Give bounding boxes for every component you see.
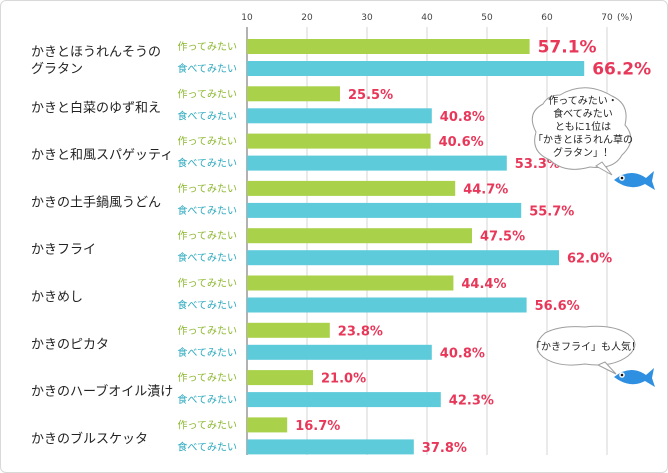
bar-make xyxy=(247,39,530,54)
series-label: 作ってみたい xyxy=(178,88,238,100)
bar-eat xyxy=(247,202,522,218)
series-label: 食べてみたい xyxy=(177,251,237,264)
series-label: 作ってみたい xyxy=(178,278,238,290)
value-label: 21.0% xyxy=(321,372,366,387)
value-label: 55.7% xyxy=(529,204,574,219)
fish-icon xyxy=(614,171,655,190)
x-unit-label: (%) xyxy=(617,13,633,23)
category-label: グラタン xyxy=(31,62,83,77)
annotation-text: 作ってみたい・ xyxy=(548,95,618,107)
series-label: 食べてみたい xyxy=(177,109,237,122)
category-label: かきフライ xyxy=(31,243,96,258)
category-label: かきのブルスケッタ xyxy=(31,431,148,447)
category-label: かきと白菜のゆず和え xyxy=(31,100,161,116)
value-label: 40.8% xyxy=(440,346,485,361)
value-label: 44.7% xyxy=(463,182,508,197)
category-label: かきとほうれんそうの xyxy=(31,45,161,60)
bar-make xyxy=(247,133,431,149)
category-label: かきのピカタ xyxy=(31,337,109,352)
value-label: 44.4% xyxy=(461,277,506,292)
speech-bubble xyxy=(536,325,636,366)
series-label: 作ってみたい xyxy=(178,136,238,148)
category-label: かきめし xyxy=(31,290,83,305)
x-tick-label: 70 xyxy=(601,13,613,23)
bar-make xyxy=(247,275,454,291)
value-label: 23.8% xyxy=(338,324,383,339)
series-label: 食べてみたい xyxy=(177,204,237,217)
series-label: 食べてみたい xyxy=(177,157,237,170)
bar-eat xyxy=(247,344,432,360)
annotation-text: グラタン」！ xyxy=(553,146,613,159)
bar-eat xyxy=(247,250,559,266)
category-label: かきの土手鍋風うどん xyxy=(31,194,161,210)
series-label: 作ってみたい xyxy=(178,41,238,53)
value-label: 62.0% xyxy=(567,252,612,267)
value-label: 40.6% xyxy=(439,135,484,150)
bar-make xyxy=(247,228,472,244)
x-tick-label: 20 xyxy=(301,13,313,23)
annotation-text: 「かきとほうれん草の xyxy=(533,134,633,146)
category-label: かきのハーブオイル漬け xyxy=(31,384,173,400)
x-tick-label: 60 xyxy=(541,13,553,23)
speech-bubble-tail xyxy=(596,361,617,375)
bar-eat xyxy=(247,155,507,171)
annotation-text: ともに1位は xyxy=(555,120,611,133)
value-label: 66.2% xyxy=(592,60,651,80)
bar-make xyxy=(247,370,313,386)
fish-pupil xyxy=(620,176,624,180)
annotation-text: 「かきフライ」も人気！ xyxy=(531,340,641,353)
x-tick-label: 50 xyxy=(481,13,493,23)
value-label: 57.1% xyxy=(538,38,597,58)
annotation-text: 食べてみたい xyxy=(553,107,613,120)
series-label: 食べてみたい xyxy=(177,440,237,453)
series-label: 作ってみたい xyxy=(178,230,238,242)
series-label: 食べてみたい xyxy=(177,62,237,75)
value-label: 42.3% xyxy=(449,394,494,409)
series-label: 作ってみたい xyxy=(178,419,238,431)
x-tick-label: 10 xyxy=(241,13,253,23)
fish-pupil xyxy=(620,373,624,377)
bar-make xyxy=(247,180,456,196)
series-label: 食べてみたい xyxy=(177,393,237,406)
bar-eat xyxy=(247,392,441,408)
bar-make xyxy=(247,322,330,338)
bar-eat xyxy=(247,61,585,76)
fish-icon xyxy=(614,368,655,387)
bar-eat xyxy=(247,297,527,313)
bar-eat xyxy=(247,439,414,455)
value-label: 53.3% xyxy=(515,157,560,172)
value-label: 16.7% xyxy=(295,419,340,434)
bar-eat xyxy=(247,108,432,124)
x-tick-label: 40 xyxy=(421,13,433,23)
value-label: 25.5% xyxy=(348,88,393,103)
speech-bubble xyxy=(531,87,632,170)
series-label: 食べてみたい xyxy=(177,346,237,359)
value-label: 56.6% xyxy=(535,299,580,314)
value-label: 47.5% xyxy=(480,230,525,245)
bar-make xyxy=(247,86,340,102)
series-label: 作ってみたい xyxy=(178,325,238,337)
speech-bubble-tail xyxy=(595,161,613,176)
category-label: かきと和風スパゲッティ xyxy=(31,148,173,163)
value-label: 40.8% xyxy=(440,110,485,125)
series-label: 食べてみたい xyxy=(177,299,237,312)
series-label: 作ってみたい xyxy=(178,372,238,384)
x-tick-label: 30 xyxy=(361,13,373,23)
bar-make xyxy=(247,417,288,433)
value-label: 37.8% xyxy=(422,441,467,456)
series-label: 作ってみたい xyxy=(178,183,238,195)
